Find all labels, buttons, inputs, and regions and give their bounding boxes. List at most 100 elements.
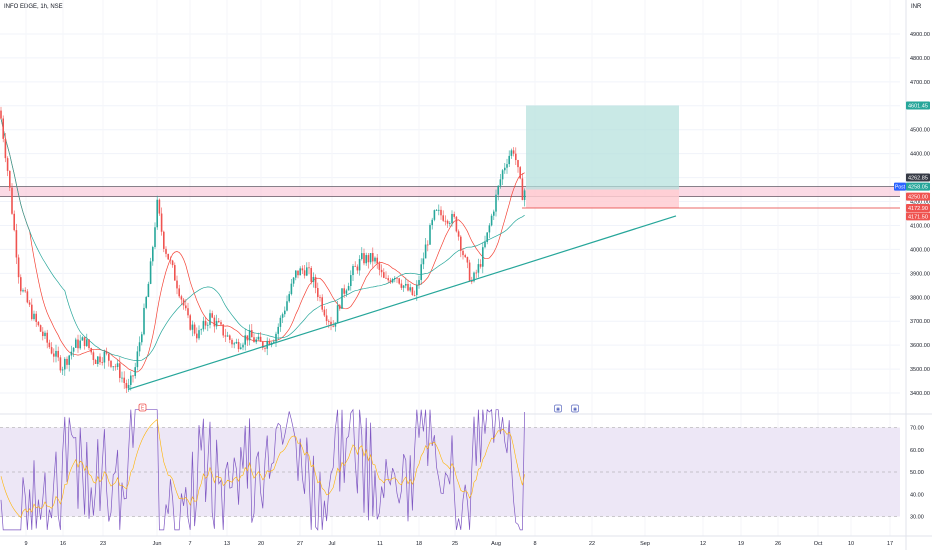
candle-body [66, 358, 68, 365]
candle-body [70, 351, 73, 356]
candle-body [504, 167, 506, 171]
candle-body [202, 320, 205, 330]
x-tick-label: 10 [848, 541, 854, 547]
rsi-line [0, 408, 525, 531]
candle-body [138, 342, 141, 352]
candle-body [169, 259, 172, 261]
candle-body [301, 268, 304, 271]
x-tick-label: 25 [452, 541, 458, 547]
candle-body [484, 241, 486, 248]
candle-body [231, 339, 233, 345]
candle-body [143, 307, 145, 335]
candles [0, 106, 526, 393]
x-tick-label: 11 [377, 541, 383, 547]
candle-body [486, 232, 488, 242]
candle-body [189, 315, 191, 330]
candle-body [196, 333, 198, 339]
x-tick-label: 19 [738, 541, 744, 547]
candle-body [237, 341, 240, 350]
candle-body [13, 213, 15, 231]
candle-body [251, 330, 253, 338]
y-tick-label: 4400.00 [910, 152, 930, 158]
candle-body [147, 283, 150, 297]
candle-body [33, 313, 35, 320]
candle-body [149, 261, 152, 284]
candle-body [385, 277, 387, 279]
candle-body [112, 366, 114, 368]
x-tick-label: Aug [491, 541, 501, 547]
candle-body [490, 215, 493, 226]
candle-body [222, 324, 224, 336]
candle-body [248, 330, 251, 341]
candle-body [125, 382, 128, 389]
drawing-tools[interactable]: E ◉ ◉ [127, 215, 677, 413]
candle-body [46, 332, 48, 343]
rsi-tick-label: 50.00 [910, 470, 924, 476]
candle-body [127, 384, 130, 389]
candle-body [328, 321, 330, 322]
rsi-tick-label: 60.00 [910, 448, 924, 454]
y-tick-label: 4900.00 [910, 32, 930, 38]
candle-body [488, 225, 491, 233]
candle-body [242, 344, 244, 348]
candle-body [187, 308, 189, 316]
x-tick-label: 9 [24, 541, 27, 547]
x-tick-label: 23 [100, 541, 106, 547]
candle-body [264, 347, 266, 349]
candle-body [354, 265, 356, 267]
target-price-label: 4601.45 [908, 103, 928, 109]
x-tick-label: 8 [533, 541, 536, 547]
candle-body [407, 283, 409, 291]
x-axis-ticks: 9 16 23 Jun 7 13 20 27 Jul 11 18 25 Aug 8 22 Sep 12 19 26 O… [24, 541, 893, 547]
candle-body [431, 219, 433, 226]
candle-body [191, 324, 194, 330]
candle-body [240, 347, 242, 350]
stop-zone [526, 189, 679, 209]
rsi-tick-label: 70.00 [910, 426, 924, 432]
y-tick-label: 3800.00 [910, 295, 930, 301]
candle-body [163, 231, 165, 249]
x-tick-label: 13 [224, 541, 230, 547]
candle-body [0, 110, 2, 119]
candle-body [475, 272, 477, 274]
candle-body [48, 342, 51, 348]
candle-body [400, 283, 403, 288]
candle-body [20, 277, 22, 292]
candle-body [9, 170, 11, 188]
candle-body [420, 264, 422, 281]
candle-body [303, 270, 306, 276]
y-tick-label: 3400.00 [910, 391, 930, 397]
candle-body [341, 288, 343, 309]
candle-body [105, 351, 108, 354]
candle-body [411, 287, 414, 296]
candle-body [284, 310, 286, 315]
stop-price-label-2-bg [906, 212, 930, 221]
candle-body [145, 296, 147, 308]
candle-body [435, 209, 438, 211]
position-zones[interactable] [0, 105, 900, 209]
candle-body [290, 283, 293, 295]
moving-averages [0, 118, 525, 373]
candle-body [220, 322, 222, 325]
candle-body [17, 257, 20, 278]
candle-body [398, 278, 400, 284]
candle-body [204, 320, 207, 326]
candle-body [103, 351, 106, 363]
candle-body [83, 337, 86, 347]
x-tick-label: Oct [814, 541, 823, 547]
candle-body [257, 336, 260, 340]
candle-body [275, 333, 277, 342]
candle-body [160, 213, 163, 232]
candle-body [77, 339, 79, 349]
y-tick-label: 3600.00 [910, 343, 930, 349]
candle-body [268, 340, 271, 346]
candle-body [99, 356, 101, 363]
y-tick-label: 4800.00 [910, 56, 930, 62]
candle-body [508, 155, 510, 165]
last-price-label: 4258.05 [908, 185, 928, 191]
candle-body [446, 220, 449, 224]
candle-body [339, 305, 341, 309]
candle-body [108, 353, 110, 361]
news-marker-label-1: ◉ [556, 407, 561, 413]
